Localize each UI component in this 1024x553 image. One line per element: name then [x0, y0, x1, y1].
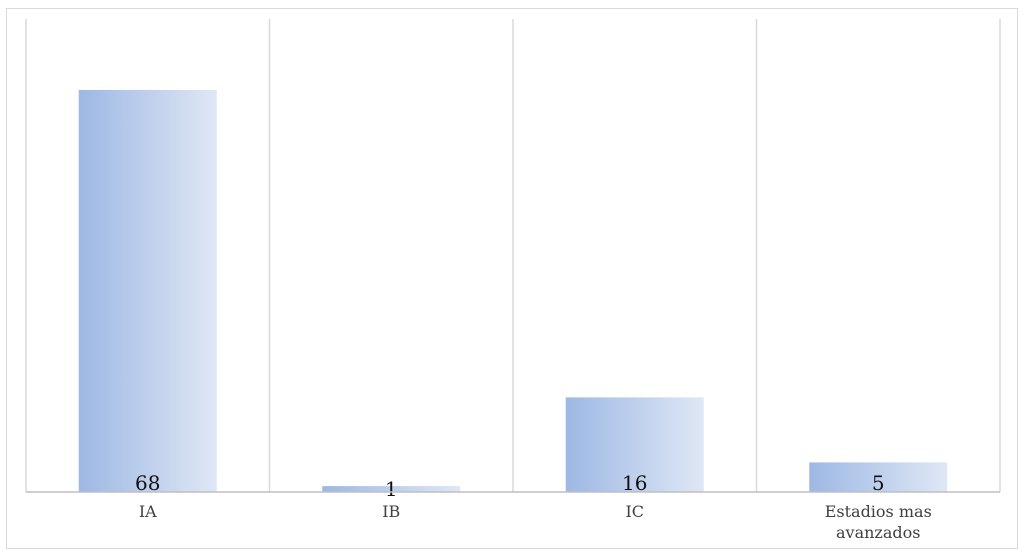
data-label-0: 68 — [135, 471, 160, 495]
data-label-2: 16 — [622, 471, 647, 495]
x-axis-tick-labels: IA IB IC Estadios mas avanzados — [139, 502, 932, 542]
data-label-3: 5 — [872, 471, 885, 495]
data-labels: 68 1 16 5 — [135, 471, 885, 501]
bars — [78, 89, 948, 492]
data-label-1: 1 — [385, 477, 398, 501]
tick-label-1-0: IB — [382, 502, 400, 521]
tick-label-0-0: IA — [139, 502, 157, 521]
bar-2 — [565, 397, 704, 492]
bar-3 — [809, 462, 948, 492]
bar-1 — [322, 486, 461, 492]
tick-label-3-1: avanzados — [836, 523, 920, 542]
tick-label-2-0: IC — [625, 502, 644, 521]
tick-label-3-0: Estadios mas — [825, 502, 932, 521]
bar-0 — [78, 89, 217, 492]
category-gridlines — [25, 19, 1001, 492]
bar-chart: 68 1 16 5 IA IB IC Estadios mas avanzados — [25, 19, 1001, 542]
chart-frame: 68 1 16 5 IA IB IC Estadios mas avanzados — [6, 8, 1018, 549]
